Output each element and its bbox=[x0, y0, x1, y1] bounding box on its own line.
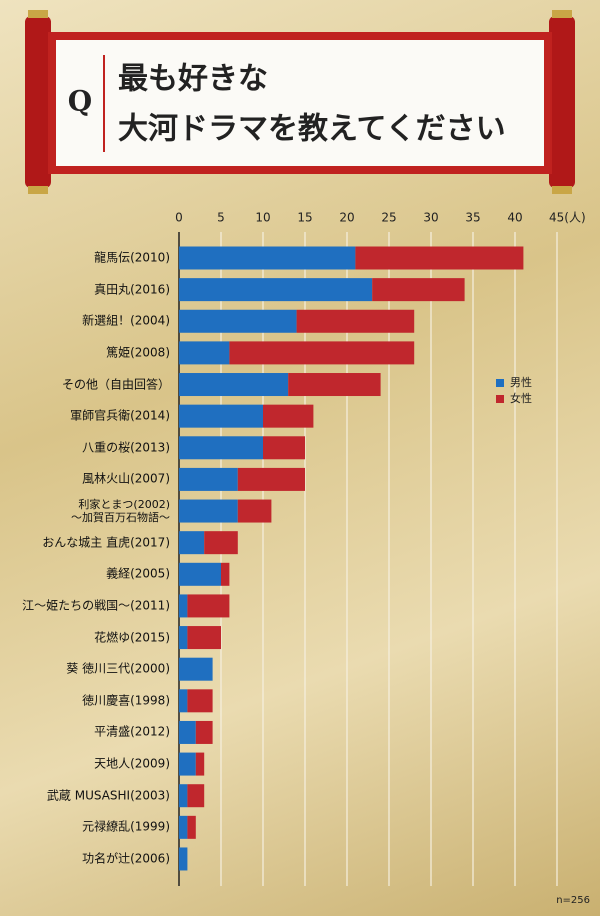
y-tick-label: 功名が辻(2006) bbox=[82, 851, 170, 866]
bar bbox=[179, 246, 356, 270]
y-tick-label: 義経(2005) bbox=[106, 566, 170, 581]
chart-title: 最も好きな bbox=[118, 62, 268, 97]
bar bbox=[229, 341, 415, 365]
rod-cap bbox=[552, 10, 572, 18]
y-tick-label: 風林火山(2007) bbox=[82, 471, 170, 486]
bar bbox=[179, 784, 188, 808]
bar bbox=[179, 309, 297, 333]
bar bbox=[179, 404, 263, 428]
bar bbox=[179, 626, 188, 650]
x-tick-label: 0 bbox=[175, 211, 183, 225]
bar bbox=[237, 499, 272, 523]
bar bbox=[179, 657, 213, 681]
x-tick-label: 35 bbox=[465, 211, 480, 225]
bar bbox=[179, 341, 230, 365]
bar bbox=[179, 278, 373, 302]
y-tick-label: その他（自由回答） bbox=[61, 377, 170, 392]
y-tick-label: 江～姫たちの戦国～(2011) bbox=[22, 598, 170, 613]
y-tick-label: 天地人(2009) bbox=[94, 756, 170, 771]
x-tick-label: 45(人) bbox=[549, 211, 586, 225]
legend-swatch bbox=[496, 379, 504, 387]
y-tick-label: 八重の桜(2013) bbox=[82, 440, 170, 455]
bar bbox=[187, 594, 230, 618]
x-tick-label: 20 bbox=[339, 211, 354, 225]
bar bbox=[237, 467, 305, 491]
note: n=256 bbox=[556, 895, 590, 906]
bar bbox=[195, 720, 213, 744]
x-tick-label: 5 bbox=[217, 211, 225, 225]
scroll-rod bbox=[25, 16, 51, 188]
bar bbox=[204, 531, 238, 555]
y-tick-label: 新選組！(2004) bbox=[82, 313, 170, 328]
x-tick-label: 10 bbox=[255, 211, 270, 225]
x-tick-label: 40 bbox=[507, 211, 522, 225]
bar bbox=[179, 436, 263, 460]
y-tick-label: 平清盛(2012) bbox=[94, 724, 170, 739]
bar bbox=[179, 847, 188, 871]
bar bbox=[179, 499, 238, 523]
bar bbox=[187, 689, 213, 713]
legend-swatch bbox=[496, 395, 504, 403]
question-mark: Q bbox=[68, 85, 92, 118]
y-tick-label: 花燃ゆ(2015) bbox=[94, 630, 170, 645]
bar bbox=[355, 246, 524, 270]
bar bbox=[263, 404, 314, 428]
x-tick-label: 15 bbox=[297, 211, 312, 225]
y-tick-label: 篤姫(2008) bbox=[106, 345, 170, 360]
y-tick-label: おんな城主 直虎(2017) bbox=[42, 535, 170, 550]
bar bbox=[179, 562, 221, 586]
bar bbox=[179, 531, 205, 555]
scroll-rod bbox=[549, 16, 575, 188]
legend-label: 女性 bbox=[510, 391, 532, 405]
bar bbox=[263, 436, 305, 460]
x-tick-label: 25 bbox=[381, 211, 396, 225]
rod-cap bbox=[28, 10, 48, 18]
bar bbox=[179, 752, 196, 776]
bar bbox=[288, 373, 381, 397]
bar bbox=[372, 278, 465, 302]
bar bbox=[179, 373, 289, 397]
y-tick-label: 軍師官兵衛(2014) bbox=[70, 408, 170, 423]
y-tick-label: 利家とまつ(2002) ～加賀百万石物語～ bbox=[71, 498, 170, 525]
bar bbox=[221, 562, 230, 586]
bar bbox=[179, 720, 196, 744]
bar bbox=[187, 626, 221, 650]
bar bbox=[187, 815, 196, 839]
bar bbox=[179, 594, 188, 618]
rod-cap bbox=[552, 186, 572, 194]
y-tick-label: 徳川慶喜(1998) bbox=[82, 693, 170, 708]
y-tick-label: 武蔵 MUSASHI(2003) bbox=[46, 788, 170, 803]
bar bbox=[179, 815, 188, 839]
bar bbox=[187, 784, 205, 808]
chart-title: 大河ドラマを教えてください bbox=[118, 112, 506, 147]
y-tick-label: 元禄繚乱(1999) bbox=[82, 819, 170, 834]
scroll-panel bbox=[56, 40, 544, 166]
x-tick-label: 30 bbox=[423, 211, 438, 225]
y-tick-label: 葵 徳川三代(2000) bbox=[66, 661, 170, 676]
legend-label: 男性 bbox=[510, 375, 532, 389]
y-tick-label: 龍馬伝(2010) bbox=[94, 250, 170, 265]
rod-cap bbox=[28, 186, 48, 194]
y-tick-label: 真田丸(2016) bbox=[94, 282, 170, 297]
bar bbox=[179, 467, 238, 491]
bar bbox=[179, 689, 188, 713]
bar bbox=[195, 752, 205, 776]
bar bbox=[296, 309, 415, 333]
